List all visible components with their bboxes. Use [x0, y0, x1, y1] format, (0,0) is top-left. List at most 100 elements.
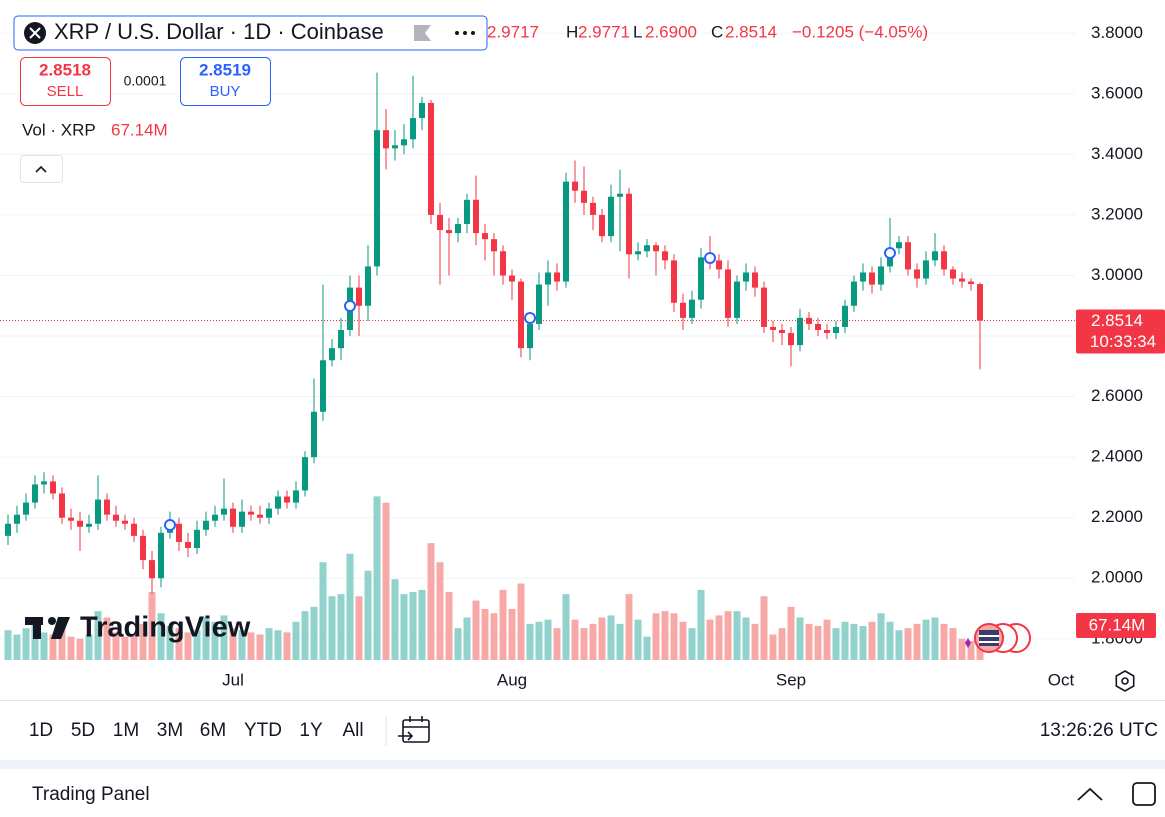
- event-marker[interactable]: [524, 312, 536, 324]
- symbol-legend[interactable]: [13, 15, 488, 51]
- volume-bar: [220, 615, 228, 660]
- panel-maximize[interactable]: [1132, 782, 1156, 806]
- axes: 1.80002.00002.20002.40002.60002.80003.00…: [222, 0, 1165, 700]
- candle-body: [806, 317, 812, 324]
- timeframe-bar: 1D 5D 1M 3M 6M YTD 1Y All: [29, 720, 364, 741]
- candle-body: [923, 260, 929, 279]
- volume-bar: [238, 630, 246, 660]
- date-range-button[interactable]: [398, 716, 430, 743]
- candle-body: [23, 502, 29, 515]
- volume-bar: [670, 613, 678, 660]
- timeframe-button[interactable]: 6M: [200, 720, 226, 741]
- timeframe-button[interactable]: 1D: [29, 720, 53, 741]
- candle-body: [626, 193, 632, 255]
- x-tick-label: Jul: [222, 670, 244, 689]
- event-marker[interactable]: [884, 247, 896, 259]
- panel-expand[interactable]: [1077, 787, 1103, 801]
- candle-body: [698, 257, 704, 300]
- volume-bar: [148, 592, 156, 660]
- volume-bar: [193, 630, 201, 660]
- volume-bar: [715, 615, 723, 660]
- timeframe-button[interactable]: YTD: [244, 720, 282, 741]
- last-volume: 67.14M: [1089, 615, 1146, 634]
- clock[interactable]: 13:26:26 UTC: [1040, 720, 1158, 741]
- volume-bar: [535, 621, 543, 660]
- candle-body: [833, 326, 839, 334]
- volume-bar: [751, 623, 759, 660]
- ohlc-high-label: H: [566, 22, 578, 41]
- volume-bar: [949, 628, 957, 660]
- volume-bar: [175, 628, 183, 660]
- ohlc-close: 2.8514: [725, 22, 777, 41]
- volume-bar: [967, 640, 975, 660]
- timeframe-button[interactable]: All: [342, 720, 363, 741]
- candle-body: [977, 284, 983, 321]
- volume-bar: [697, 589, 705, 660]
- event-marker[interactable]: [704, 252, 716, 264]
- volume-bar: [283, 632, 291, 660]
- timeframe-button[interactable]: 1Y: [299, 720, 323, 741]
- volume-bar: [976, 645, 984, 660]
- y-tick-label: 2.0000: [1091, 568, 1143, 587]
- candle-body: [869, 272, 875, 285]
- candle-body: [509, 275, 515, 282]
- countdown: 10:33:34: [1090, 332, 1156, 351]
- candle-body: [464, 199, 470, 225]
- ohlc-change: −0.1205 (−4.05%): [792, 22, 928, 41]
- volume-bar: [292, 621, 300, 660]
- volume-bar: [625, 594, 633, 660]
- volume-bar: [382, 502, 390, 660]
- timeframe-button[interactable]: 5D: [71, 720, 95, 741]
- volume-bar: [265, 628, 273, 660]
- sell-price: 2.8518: [39, 60, 91, 79]
- buy-price: 2.8519: [199, 60, 251, 79]
- candle-body: [221, 508, 227, 515]
- volume-bar: [310, 606, 318, 660]
- settings-button[interactable]: [1115, 670, 1135, 692]
- volume-bar: [931, 617, 939, 660]
- volume-bar: [634, 619, 642, 660]
- volume-bar: [112, 632, 120, 660]
- candle-body: [968, 281, 974, 285]
- economic-event-flags[interactable]: [965, 623, 1031, 653]
- buy-button[interactable]: [180, 57, 271, 106]
- volume-bar: [841, 621, 849, 660]
- volume-bar: [211, 621, 219, 660]
- collapse-button[interactable]: [20, 155, 63, 183]
- candle-body: [590, 202, 596, 215]
- volume-bar: [904, 628, 912, 660]
- candle-body: [734, 281, 740, 318]
- volume-bar: [247, 632, 255, 660]
- candle-body: [581, 190, 587, 203]
- candle-body: [356, 287, 362, 306]
- volume-bar: [706, 619, 714, 660]
- volume-bar: [787, 606, 795, 660]
- panel-title[interactable]: Trading Panel: [32, 784, 150, 805]
- candle-body: [761, 287, 767, 327]
- event-marker[interactable]: [164, 519, 176, 531]
- candle-body: [482, 233, 488, 240]
- ohlc-low-label: L: [633, 22, 642, 41]
- candle-body: [842, 305, 848, 327]
- volume-bar: [409, 592, 417, 660]
- x-tick-label: Sep: [776, 670, 806, 689]
- volume-legend-label: Vol · XRP: [22, 120, 96, 139]
- timeframe-button[interactable]: 1M: [113, 720, 139, 741]
- sell-button[interactable]: [20, 57, 111, 106]
- event-marker[interactable]: [344, 300, 356, 312]
- candle-body: [158, 532, 164, 579]
- candle-body: [203, 520, 209, 530]
- candle-body: [14, 514, 20, 524]
- candle-body: [248, 511, 254, 515]
- y-tick-label: 3.4000: [1091, 144, 1143, 163]
- timeframe-button[interactable]: 3M: [157, 720, 183, 741]
- candles: [0, 72, 1075, 594]
- volume-bar: [616, 623, 624, 660]
- flag-icon[interactable]: [414, 25, 431, 41]
- more-button[interactable]: [455, 31, 475, 35]
- volume-bar: [301, 611, 309, 660]
- volume-bar: [607, 615, 615, 660]
- y-tick-label: 3.2000: [1091, 204, 1143, 223]
- volume-bar: [391, 579, 399, 660]
- candle-body: [518, 281, 524, 349]
